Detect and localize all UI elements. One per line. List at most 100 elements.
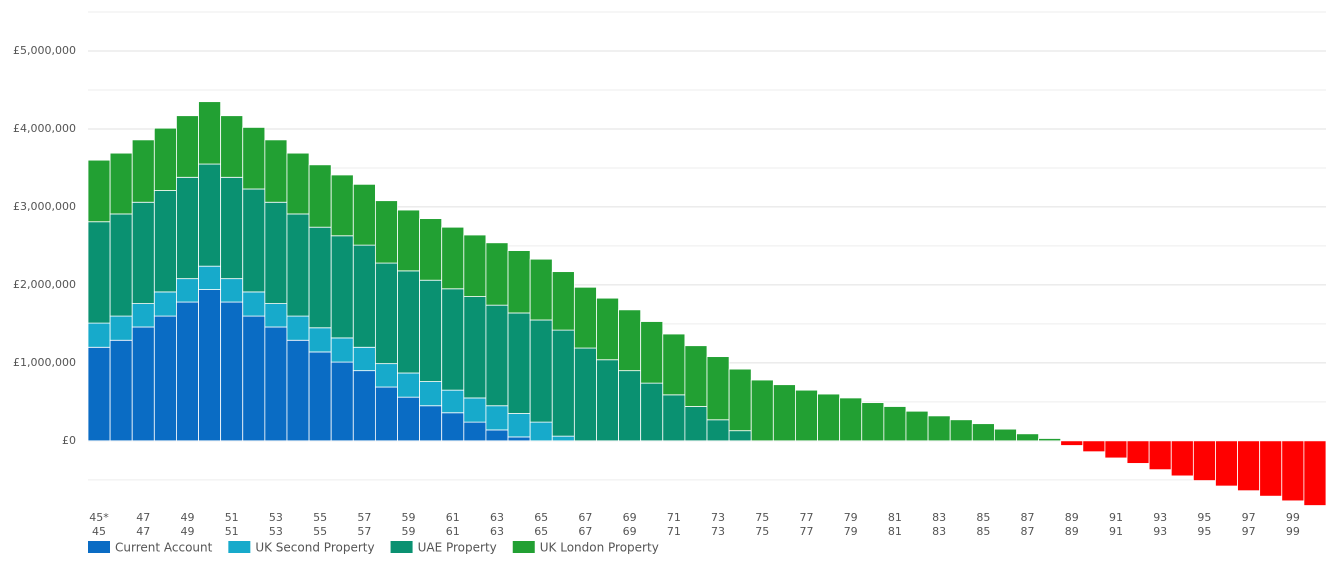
x-tick-label: 67 [578,511,592,524]
bar-segment [419,405,443,442]
x-tick-label-secondary: 95 [1197,525,1211,538]
bar-segment [949,419,973,442]
x-tick-label: 45* [89,511,109,524]
bar-segment [529,421,553,442]
legend-swatch [390,541,413,553]
bar-segment [109,315,133,341]
bar-segment [1259,440,1283,497]
bar-segment [308,351,332,442]
x-tick-label: 85 [976,511,990,524]
bar-segment [153,127,177,191]
bar-segment [993,428,1017,442]
x-tick-label-secondary: 67 [578,525,592,538]
bar-segment [551,271,575,331]
x-tick-label-secondary: 87 [1021,525,1035,538]
bar-segment [573,286,597,349]
bar-segment [330,174,354,237]
bar-segment [1104,440,1128,459]
x-tick-label-secondary: 51 [225,525,239,538]
bar-segment [795,389,818,442]
x-tick-label: 63 [490,511,504,524]
y-tick-label: £3,000,000 [13,200,76,213]
x-tick-label-secondary: 83 [932,525,946,538]
bar-segment [374,200,398,264]
bar-segment [87,322,111,348]
bar-segment [109,339,133,442]
x-tick-label: 69 [623,511,637,524]
bar-segment [596,297,619,361]
legend-label: UK Second Property [255,541,374,555]
bar-segment [706,356,730,421]
bar-segment [397,209,421,272]
x-tick-label: 77 [799,511,813,524]
bar-segment [220,301,244,442]
y-tick-label: £5,000,000 [13,44,76,57]
bar-segment [264,303,288,328]
bar-segment [507,436,531,442]
x-tick-label-secondary: 45 [92,525,106,538]
bar-segment [397,396,421,442]
x-tick-label-secondary: 71 [667,525,681,538]
y-tick-label: £0 [62,434,76,447]
bar-segment [1215,440,1238,487]
bar-segment [198,101,222,165]
x-tick-label: 51 [225,511,239,524]
x-tick-label-secondary: 97 [1242,525,1256,538]
bar-segment [529,319,553,423]
x-tick-label: 55 [313,511,327,524]
bar-segment [220,115,244,178]
bar-segment [374,363,398,388]
bar-segment [706,419,730,442]
bar-segment [264,139,288,203]
y-tick-label: £4,000,000 [13,122,76,135]
bar-segment [1126,440,1150,464]
bar-segment [1303,440,1327,506]
bar-segment [198,265,222,290]
bar-segment [1016,433,1040,442]
x-tick-label-secondary: 63 [490,525,504,538]
x-tick-label-secondary: 99 [1286,525,1300,538]
bar-segment [308,164,332,228]
bar-segment [817,393,841,442]
legend-label: UAE Property [418,541,497,555]
bar-segment [463,421,487,442]
x-tick-label: 57 [357,511,371,524]
bar-segment [1038,438,1062,442]
x-tick-label-secondary: 75 [755,525,769,538]
bar-segment [883,406,907,442]
x-tick-label: 49 [180,511,194,524]
x-tick-label: 73 [711,511,725,524]
x-tick-label: 99 [1286,511,1300,524]
x-tick-label: 83 [932,511,946,524]
bar-segment [1237,440,1261,492]
x-tick-label-secondary: 61 [446,525,460,538]
y-tick-label: £1,000,000 [13,356,76,369]
bar-segment [662,394,686,442]
x-tick-label-secondary: 93 [1153,525,1167,538]
bar-segment [352,346,376,372]
x-tick-label-secondary: 65 [534,525,548,538]
y-tick-label: £2,000,000 [13,278,76,291]
bar-segment [286,152,310,215]
bar-segment [463,296,487,399]
legend-label: UK London Property [540,541,659,555]
bar-segment [684,406,708,442]
bar-segment [441,412,465,442]
bar-segment [131,201,155,305]
x-tick-label: 95 [1197,511,1211,524]
legend-swatch [88,541,110,553]
bar-segment [131,326,155,442]
bar-segment [176,115,199,178]
bar-segment [662,333,686,396]
bar-segment [441,288,465,391]
bar-segment [352,370,376,442]
bar-segment [463,397,487,423]
bar-segment [485,242,509,306]
bar-segment [1148,440,1172,471]
bar-segment [419,279,443,382]
x-tick-label-secondary: 79 [844,525,858,538]
bar-segment [507,312,531,414]
bar-segment [286,315,310,341]
x-tick-label: 93 [1153,511,1167,524]
